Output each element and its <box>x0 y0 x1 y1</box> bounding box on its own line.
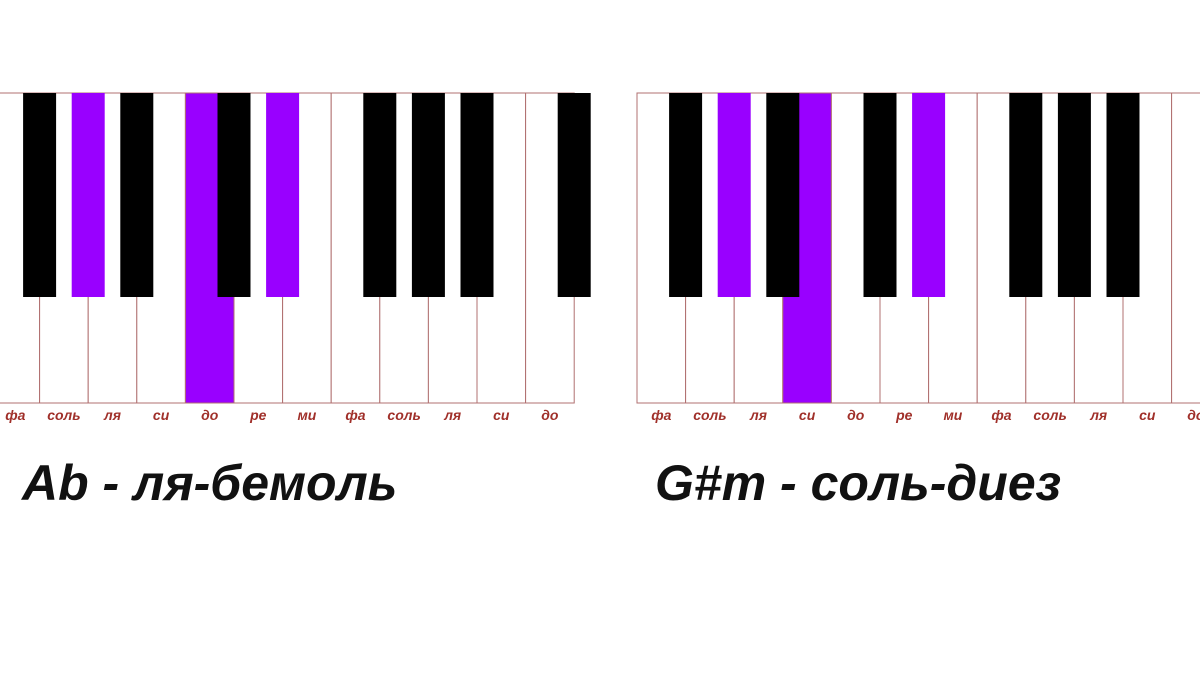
black-key <box>23 93 57 297</box>
black-key <box>669 93 703 297</box>
note-label: ля <box>749 407 767 423</box>
note-label: ля <box>443 407 461 423</box>
note-label: до <box>201 407 219 423</box>
note-label: фа <box>651 407 671 423</box>
note-label: фа <box>5 407 25 423</box>
black-key <box>411 93 445 297</box>
chord-caption: G#m - соль-диез <box>655 455 1061 511</box>
note-label: си <box>799 407 816 423</box>
note-label: до <box>847 407 865 423</box>
black-key <box>1106 93 1140 297</box>
black-key <box>363 93 397 297</box>
black-key <box>557 93 591 297</box>
black-key <box>766 93 800 297</box>
black-key <box>1057 93 1091 297</box>
chord-caption: Ab - ля-бемоль <box>20 455 397 511</box>
black-key <box>217 93 251 297</box>
note-label: ре <box>249 407 267 423</box>
black-key <box>71 93 105 297</box>
note-label: соль <box>1033 407 1066 423</box>
note-label: фа <box>345 407 365 423</box>
black-key <box>460 93 494 297</box>
black-key <box>717 93 751 297</box>
black-key <box>912 93 946 297</box>
note-label: фа <box>991 407 1011 423</box>
note-label: ми <box>943 407 962 423</box>
black-key <box>120 93 154 297</box>
black-key <box>863 93 897 297</box>
note-label: ля <box>103 407 121 423</box>
note-label: ре <box>895 407 913 423</box>
note-label: си <box>493 407 510 423</box>
note-label: соль <box>47 407 80 423</box>
note-label: си <box>153 407 170 423</box>
note-label: ми <box>297 407 316 423</box>
note-label: соль <box>387 407 420 423</box>
white-key <box>1171 92 1200 404</box>
note-label: до <box>541 407 559 423</box>
keyboard: фа соль ля си до ре ми фа соль ля си до G#m - соль-д… <box>636 92 1200 511</box>
note-label: си <box>1139 407 1156 423</box>
keyboard: фа соль ля си до ре ми фа соль ля си до Ab - ля-бемо… <box>0 92 591 511</box>
note-label: ля <box>1089 407 1107 423</box>
black-key <box>1009 93 1043 297</box>
black-key <box>266 93 300 297</box>
note-label: до <box>1187 407 1200 423</box>
note-label: соль <box>693 407 726 423</box>
